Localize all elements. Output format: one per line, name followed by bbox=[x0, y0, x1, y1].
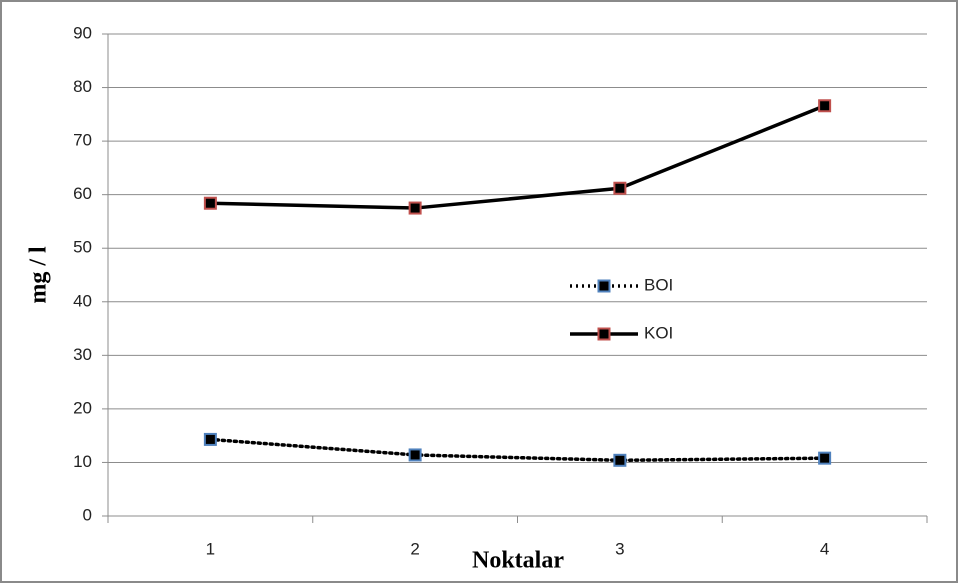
point bbox=[203, 432, 217, 446]
y-tick-label: 40 bbox=[73, 291, 92, 310]
series-line bbox=[210, 104, 826, 210]
series-line bbox=[208, 437, 827, 463]
legend-label: BOI bbox=[644, 275, 673, 294]
y-tick-label: 90 bbox=[73, 23, 92, 42]
point bbox=[613, 453, 627, 467]
legend-marker bbox=[597, 327, 611, 341]
y-tick-label: 10 bbox=[73, 452, 92, 471]
y-tick-label: 80 bbox=[73, 77, 92, 96]
y-tick-label: 60 bbox=[73, 184, 92, 203]
y-tick-label: 20 bbox=[73, 398, 92, 417]
point bbox=[408, 448, 422, 462]
x-tick-label: 3 bbox=[615, 539, 624, 558]
point bbox=[818, 451, 832, 465]
y-tick-label: 50 bbox=[73, 238, 92, 257]
point bbox=[818, 99, 832, 113]
point bbox=[613, 181, 627, 195]
legend-marker bbox=[597, 279, 611, 293]
legend-label: KOI bbox=[644, 323, 673, 342]
x-tick-label: 1 bbox=[206, 539, 215, 558]
x-tick-label: 4 bbox=[820, 539, 829, 558]
point bbox=[203, 196, 217, 210]
x-axis-label: Noktalar bbox=[472, 548, 564, 574]
y-axis-label: mg / l bbox=[26, 246, 52, 304]
y-tick-label: 70 bbox=[73, 131, 92, 150]
x-tick-label: 2 bbox=[410, 539, 419, 558]
y-tick-label: 30 bbox=[73, 345, 92, 364]
y-tick-label: 0 bbox=[83, 505, 92, 524]
point bbox=[408, 201, 422, 215]
